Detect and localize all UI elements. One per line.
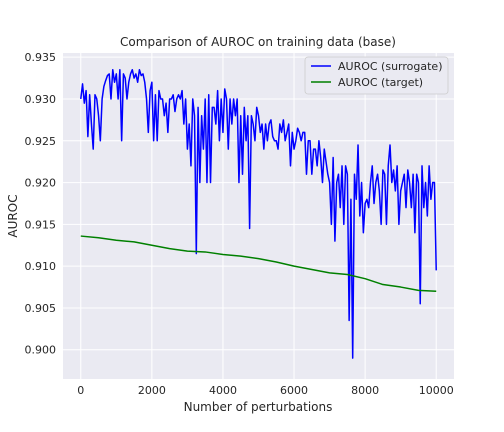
legend: AUROC (surrogate) AUROC (target) [304, 56, 449, 95]
y-tick-label: 0.925 [25, 135, 57, 148]
y-axis-label: AUROC [6, 194, 20, 237]
x-tick-label: 8000 [351, 384, 379, 397]
x-tick-label: 10000 [419, 384, 454, 397]
x-tick-label: 0 [77, 384, 84, 397]
legend-label-surrogate: AUROC (surrogate) [338, 60, 442, 73]
y-tick-label: 0.900 [25, 344, 57, 357]
y-tick-label: 0.905 [25, 302, 57, 315]
x-axis-ticks: 0 2000 4000 6000 8000 10000 [77, 384, 453, 397]
y-tick-label: 0.930 [25, 93, 57, 106]
y-tick-label: 0.910 [25, 260, 57, 273]
legend-box [304, 56, 449, 95]
x-tick-label: 2000 [138, 384, 166, 397]
x-tick-label: 4000 [209, 384, 237, 397]
chart-title: Comparison of AUROC on training data (ba… [120, 35, 396, 49]
y-tick-label: 0.915 [25, 218, 57, 231]
y-tick-label: 0.935 [25, 51, 57, 64]
surrogate-line [80, 68, 437, 359]
x-tick-label: 6000 [280, 384, 308, 397]
plot-background [63, 53, 454, 379]
y-axis-ticks: 0.900 0.905 0.910 0.915 0.920 0.925 0.930 0.935 [25, 51, 57, 357]
x-axis-label: Number of perturbations [184, 400, 333, 414]
legend-label-target: AUROC (target) [338, 76, 423, 89]
target-line [80, 235, 437, 292]
series-layer [80, 68, 437, 359]
y-tick-label: 0.920 [25, 177, 57, 190]
